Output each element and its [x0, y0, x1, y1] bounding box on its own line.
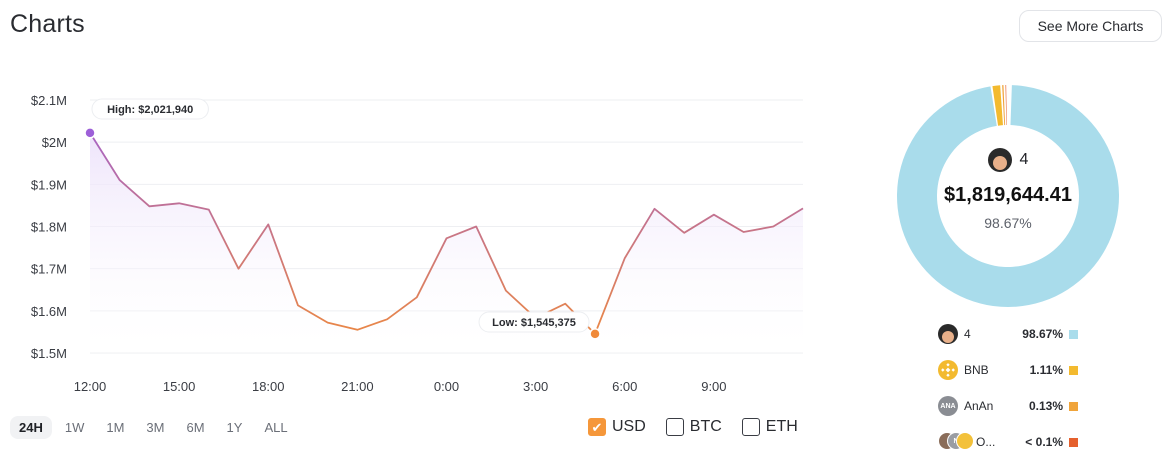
range-tab-24h[interactable]: 24H	[10, 416, 52, 439]
low-point	[589, 328, 601, 340]
center-value: $1,819,644.41	[944, 184, 1072, 206]
avatar-icon	[987, 148, 1012, 172]
y-tick-label: $1.8M	[31, 220, 67, 235]
x-tick-label: 6:00	[612, 379, 637, 394]
donut-slice[interactable]	[897, 85, 1119, 307]
legend-name: AnAn	[964, 399, 994, 413]
time-range-tabs: 24H 1W 1M 3M 6M 1Y ALL	[10, 416, 297, 439]
range-tab-all[interactable]: ALL	[264, 420, 288, 435]
donut-slice[interactable]	[1002, 85, 1006, 126]
donut-center: 4 $1,819,644.41 98.67%	[896, 148, 1120, 231]
x-tick-label: 15:00	[163, 379, 196, 394]
x-tick-label: 12:00	[74, 379, 107, 394]
y-tick-label: $1.5M	[31, 346, 67, 361]
currency-eth[interactable]: ETH	[741, 418, 798, 436]
range-tab-1y[interactable]: 1Y	[226, 420, 243, 435]
center-name: 4	[1019, 151, 1029, 168]
currency-label: BTC	[689, 418, 722, 435]
allocation-donut	[897, 85, 1119, 307]
y-tick-label: $1.7M	[31, 262, 67, 277]
series-area	[90, 132, 803, 353]
low-label: Low: $1,545,375	[492, 317, 576, 329]
y-tick-label: $1.6M	[31, 304, 67, 319]
legend-percent: 1.11%	[1029, 363, 1063, 377]
page-title: Charts	[10, 10, 85, 38]
legend-name: 4	[964, 327, 971, 341]
line-chart: $1.5M$1.6M$1.7M$1.8M$1.9M$2M$2.1M 12:00 1…	[31, 93, 804, 394]
low-label-box	[478, 311, 590, 333]
legend-item[interactable]: BNB 1.11%	[938, 352, 1078, 388]
legend-percent: 0.13%	[1028, 399, 1063, 413]
high-point	[84, 127, 96, 139]
usd-checkbox[interactable]: ✔	[588, 418, 606, 436]
currency-label: USD	[612, 418, 646, 435]
range-tab-3m[interactable]: 3M	[146, 420, 165, 435]
legend-percent: < 0.1%	[1025, 435, 1063, 449]
legend-swatch	[1069, 365, 1078, 375]
range-tab-6m[interactable]: 6M	[186, 420, 205, 435]
legend-item[interactable]: ANA AnAn 0.13%	[938, 388, 1078, 424]
legend-name: BNB	[964, 363, 989, 377]
x-tick-label: 18:00	[252, 379, 285, 394]
series-line	[89, 132, 804, 335]
donut-legend: 4 98.67% BNB 1.11% ANA AnAn 0.13%	[938, 316, 1078, 457]
extreme-markers: High: $2,021,940 Low: $1,545,375	[84, 98, 601, 340]
donut-slice[interactable]	[992, 85, 1003, 126]
range-tab-1w[interactable]: 1W	[64, 420, 85, 435]
currency-btc[interactable]: BTC	[665, 418, 722, 436]
legend-name: O...	[976, 435, 996, 449]
legend-swatch	[1069, 437, 1078, 447]
currency-label: ETH	[765, 418, 798, 435]
multi-token-icon: N	[938, 432, 974, 452]
legend-swatch	[1069, 401, 1078, 411]
high-label-box	[91, 98, 209, 120]
x-tick-label: 9:00	[701, 379, 726, 394]
btc-checkbox[interactable]	[665, 418, 684, 436]
x-axis: 12:00 15:00 18:00 21:00 0:00 3:00 6:00 9:00	[74, 379, 727, 394]
y-tick-label: $2M	[42, 135, 67, 150]
legend-item[interactable]: 4 98.67%	[938, 316, 1078, 352]
y-tick-label: $1.9M	[31, 177, 67, 192]
x-tick-label: 3:00	[523, 379, 548, 394]
y-axis: $1.5M $1.6M $1.7M $1.8M $1.9M $2M $2.1M	[31, 93, 67, 361]
eth-checkbox[interactable]	[741, 418, 760, 436]
legend-swatch	[1069, 329, 1078, 339]
currency-usd[interactable]: ✔ USD	[588, 418, 646, 436]
see-more-charts-button[interactable]: See More Charts	[1019, 10, 1162, 42]
x-tick-label: 21:00	[341, 379, 374, 394]
range-tab-1m[interactable]: 1M	[106, 420, 125, 435]
bnb-logo-icon	[938, 360, 958, 380]
high-label: High: $2,021,940	[107, 104, 193, 116]
y-tick-label: $2.1M	[31, 93, 67, 108]
anan-logo-icon: ANA	[938, 396, 958, 416]
legend-percent: 98.67%	[1022, 327, 1063, 341]
currency-toggles: ✔ USD BTC ETH	[588, 418, 798, 436]
center-percent: 98.67%	[984, 215, 1032, 231]
donut-slice[interactable]	[1005, 85, 1007, 126]
legend-item[interactable]: N O... < 0.1%	[938, 424, 1078, 457]
x-tick-label: 0:00	[434, 379, 459, 394]
avatar-icon	[938, 324, 958, 344]
